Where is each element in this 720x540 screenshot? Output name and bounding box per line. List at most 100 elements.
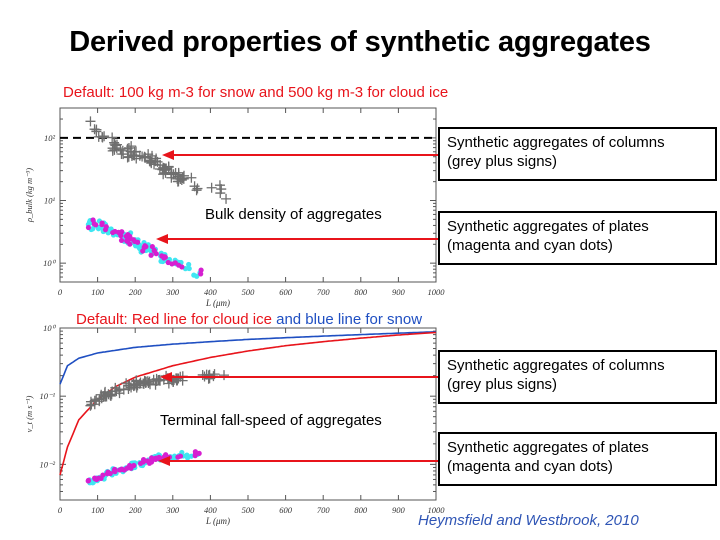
- x-tick-label: 600: [279, 505, 293, 515]
- magenta-plate-dot: [165, 259, 171, 266]
- callout-text-line: (magenta and cyan dots): [447, 458, 613, 475]
- cyan-plate-dot: [185, 265, 192, 271]
- column-aggregate-marker: [100, 391, 111, 402]
- x-tick-label: 200: [129, 287, 143, 297]
- magenta-plate-dot: [172, 260, 178, 266]
- column-aggregate-marker: [138, 378, 149, 389]
- column-aggregate-marker: [203, 370, 214, 381]
- y-axis-label: v_t (m s⁻¹): [24, 395, 34, 432]
- callout-arrow-head: [156, 234, 168, 244]
- column-aggregate-marker: [186, 172, 197, 183]
- column-aggregate-marker: [221, 193, 232, 204]
- x-tick-label: 700: [317, 505, 331, 515]
- cyan-plate-dot: [186, 261, 192, 268]
- column-aggregate-marker: [128, 379, 139, 390]
- magenta-plate-dot: [124, 465, 130, 471]
- y-axis-label: ρ_bulk (kg m⁻³): [24, 168, 34, 223]
- column-aggregate-marker: [219, 370, 230, 381]
- citation: Heymsfield and Westbrook, 2010: [418, 512, 639, 529]
- x-tick-label: 100: [91, 287, 105, 297]
- x-tick-label: 300: [165, 505, 180, 515]
- magenta-plate-dot: [118, 466, 124, 473]
- callout-text-line: (grey plus signs): [447, 153, 558, 170]
- x-tick-label: 500: [242, 287, 256, 297]
- magenta-plate-dot: [148, 455, 155, 461]
- callout-text-line: Synthetic aggregates of columns: [447, 134, 665, 151]
- magenta-plate-dot: [144, 458, 151, 464]
- x-tick-label: 800: [354, 505, 368, 515]
- column-aggregate-marker: [99, 131, 110, 142]
- column-aggregate-marker: [126, 150, 137, 161]
- callout-text-line: Synthetic aggregates of columns: [447, 357, 665, 374]
- magenta-plate-dot: [149, 243, 155, 250]
- column-aggregate-marker: [107, 132, 118, 143]
- x-tick-label: 1000: [428, 287, 446, 297]
- column-aggregate-marker: [89, 124, 100, 135]
- column-aggregate-marker: [143, 149, 154, 160]
- x-tick-label: 0: [58, 505, 63, 515]
- callout-text-line: (grey plus signs): [447, 376, 558, 393]
- density-chart: 0 100 200 300 400 500 600 700 800 900 1000 L (μm) 10…: [24, 107, 446, 308]
- column-aggregate-marker: [122, 143, 133, 154]
- x-tick-label: 1000: [428, 505, 446, 515]
- columns-callout-fall-speed: Synthetic aggregates of columns (grey pl…: [438, 350, 717, 404]
- magenta-plate-dot: [103, 224, 109, 230]
- y-tick-label: 10⁻²: [39, 459, 55, 469]
- magenta-plate-dot: [100, 472, 106, 478]
- magenta-plate-dot: [85, 224, 92, 231]
- magenta-plate-dot: [127, 233, 133, 240]
- magenta-plate-dot: [128, 465, 134, 471]
- fall-speed-annotation: Terminal fall-speed of aggregates: [160, 412, 382, 429]
- snow-default-line: [59, 331, 437, 385]
- column-aggregate-marker: [160, 163, 171, 174]
- callout-text-line: Synthetic aggregates of plates: [447, 439, 649, 456]
- column-aggregate-marker: [91, 126, 102, 137]
- magenta-plate-dot: [175, 454, 181, 460]
- column-aggregate-marker: [150, 379, 161, 390]
- x-tick-label: 700: [317, 287, 331, 297]
- fall-speed-chart: 0 100 200 300 400 500 600 700 800 900 1000 L (μm) 10…: [24, 323, 445, 526]
- magenta-plate-dot: [198, 271, 204, 277]
- y-tick-label: 10⁰: [43, 323, 57, 333]
- slide-title: Derived properties of synthetic aggregat…: [69, 26, 651, 58]
- fall-speed-default-note: Default: Red line for cloud ice and blue…: [76, 311, 422, 328]
- magenta-plate-dot: [137, 460, 144, 467]
- column-aggregate-marker: [118, 149, 129, 160]
- column-aggregate-marker: [215, 188, 226, 199]
- callout-text-line: Synthetic aggregates of plates: [447, 218, 649, 235]
- magenta-plate-dot: [192, 449, 198, 455]
- column-aggregate-marker: [140, 376, 151, 387]
- magenta-plate-dot: [148, 252, 154, 258]
- magenta-plate-dot: [107, 470, 113, 477]
- column-aggregate-marker: [85, 116, 96, 127]
- column-aggregate-marker: [146, 158, 157, 169]
- y-tick-label: 10⁰: [43, 258, 57, 268]
- density-default-note: Default: 100 kg m-3 for snow and 500 kg …: [63, 84, 449, 101]
- x-tick-label: 500: [242, 505, 256, 515]
- column-aggregate-marker: [154, 374, 165, 385]
- magenta-plate-dot: [148, 459, 155, 465]
- column-aggregate-marker: [107, 145, 118, 156]
- callout-text-line: (magenta and cyan dots): [447, 237, 613, 254]
- y-tick-label: 10¹: [44, 196, 56, 206]
- column-aggregate-marker: [123, 142, 134, 153]
- x-tick-label: 100: [91, 505, 105, 515]
- callout-arrow-head: [158, 456, 170, 466]
- x-axis-label: L (μm): [205, 298, 230, 308]
- cloud-ice-default-line: [59, 331, 437, 476]
- x-tick-label: 0: [58, 287, 63, 297]
- magenta-plate-dot: [112, 469, 118, 475]
- x-tick-label: 900: [392, 287, 406, 297]
- magenta-plate-dot: [85, 477, 92, 483]
- magenta-plate-dot: [127, 241, 133, 247]
- magenta-plate-dot: [161, 255, 167, 261]
- cyan-plate-dot: [184, 455, 191, 461]
- cyan-plate-dot: [194, 273, 200, 279]
- magenta-plate-dot: [92, 476, 98, 482]
- magenta-plate-dot: [140, 457, 147, 463]
- magenta-plate-dot: [118, 237, 125, 244]
- plates-callout-density: Synthetic aggregates of plates (magenta …: [438, 211, 717, 265]
- magenta-plate-dot: [124, 238, 130, 244]
- magenta-plate-dot: [90, 217, 96, 223]
